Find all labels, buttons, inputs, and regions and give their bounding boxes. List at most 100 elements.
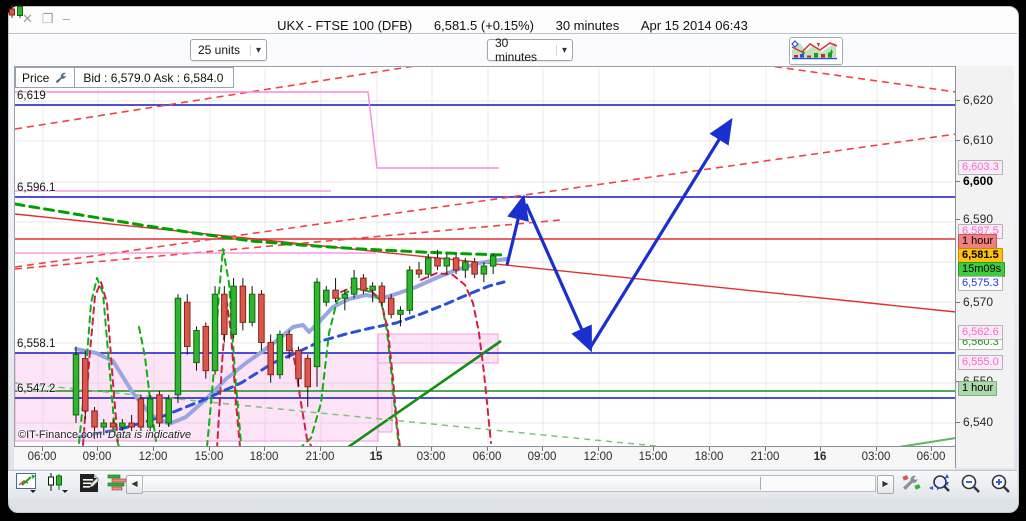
- candle-down: [128, 422, 135, 428]
- titlebar-separator: [8, 33, 1017, 34]
- candle-down: [183, 301, 191, 348]
- candle-down: [239, 285, 247, 323]
- chevron-down-icon: ▾: [249, 44, 266, 56]
- zoom-fit-icon: [929, 474, 950, 492]
- price-level-label: 6,547.2: [17, 383, 56, 395]
- last-price: 6,581.5 (+0.15%): [433, 18, 534, 33]
- zoom-in-icon: [991, 474, 1010, 493]
- axis-tick: [653, 447, 654, 451]
- candle-down: [267, 342, 274, 376]
- indicative-text: Data is indicative: [107, 429, 192, 441]
- time-axis-label: 06:00: [916, 451, 946, 463]
- candle-down: [91, 410, 98, 428]
- candle-down: [332, 289, 339, 299]
- scrollbar-track[interactable]: [142, 475, 876, 492]
- candle-down: [434, 257, 441, 267]
- axis-tick: [765, 447, 766, 451]
- price-badge: 6,603.3: [958, 160, 1003, 175]
- candle-up: [462, 261, 469, 271]
- scroll-right-button[interactable]: ▶: [877, 475, 894, 494]
- candle-up: [72, 354, 80, 416]
- chart-settings-button[interactable]: [900, 473, 924, 493]
- axis-tick: [487, 447, 488, 451]
- candle-up: [119, 422, 126, 428]
- price-badge: 6,562.6: [958, 325, 1003, 340]
- chart-settings-icon: [902, 475, 921, 490]
- copyright-note: ©IT-Finance.com Data is indicative: [18, 429, 191, 441]
- export-chart-button[interactable]: [16, 473, 40, 493]
- price-badge: 6,555.0: [958, 355, 1003, 370]
- axis-tick: [209, 447, 210, 451]
- oscillator-red: [420, 272, 492, 444]
- candle-up: [480, 265, 488, 275]
- axis-tick: [956, 422, 960, 423]
- scroll-left-icon: ◀: [131, 479, 138, 488]
- axis-tick: [97, 447, 98, 451]
- candle-up: [369, 285, 376, 291]
- axis-tick: [956, 181, 960, 182]
- chart-style-button[interactable]: [46, 473, 70, 493]
- zoom-in-button[interactable]: [988, 473, 1012, 493]
- title-group: UKX - FTSE 100 (DFB) 6,581.5 (+0.15%) 30…: [8, 5, 1017, 33]
- timeframe-dropdown-value: 30 minutes: [495, 36, 538, 64]
- axis-tick: [376, 447, 377, 451]
- trend-red-dashed-up2: [15, 219, 562, 270]
- candle-up: [397, 309, 404, 315]
- zoom-fit-button[interactable]: [928, 473, 952, 493]
- oscillator-red: [82, 281, 119, 446]
- axis-tick: [709, 447, 710, 451]
- minimize-icon[interactable]: –: [62, 11, 70, 26]
- candle-up: [146, 398, 154, 428]
- chart-plot-area[interactable]: [14, 66, 956, 447]
- price-button[interactable]: Price: [16, 68, 76, 87]
- green-diag-bottomright: [892, 437, 956, 447]
- candle-down: [285, 333, 293, 352]
- price-axis-label: 6,590: [963, 212, 994, 226]
- price-level-label: 6,596.1: [17, 182, 56, 194]
- candle-up: [248, 293, 256, 323]
- news-button[interactable]: [78, 473, 102, 493]
- axis-tick: [931, 447, 932, 451]
- candle-up: [323, 289, 330, 303]
- time-axis-label: 06:00: [27, 451, 57, 463]
- scroll-right-icon: ▶: [882, 479, 889, 488]
- candle-up: [341, 293, 349, 299]
- candle-down: [137, 398, 145, 428]
- scrollbar-thumb[interactable]: [144, 477, 761, 490]
- volume-profile-button[interactable]: [106, 473, 130, 493]
- zoom-out-button[interactable]: [958, 473, 982, 493]
- timeframe-dropdown[interactable]: 30 minutes ▾: [487, 36, 573, 64]
- axis-tick: [956, 302, 960, 303]
- candle-down: [221, 293, 228, 335]
- bid-ask-label: Bid : 6,579.0 Ask : 6,584.0: [83, 70, 224, 85]
- ma-periwinkle: [74, 257, 508, 426]
- datetime-label: Apr 15 2014 06:43: [640, 18, 748, 33]
- scroll-left-button[interactable]: ◀: [126, 475, 143, 494]
- title-bar: ✕ ❐ – UKX - FTSE 100 (DFB) 6,581.5 (+0.1…: [8, 5, 1017, 33]
- price-badge: 1 hour: [958, 234, 998, 249]
- price-button-label: Price: [22, 70, 50, 85]
- candle-down: [304, 358, 311, 388]
- oscillator-green: [138, 326, 157, 442]
- units-dropdown-value: 25 units: [198, 43, 241, 57]
- axis-tick: [542, 447, 543, 451]
- axis-tick: [320, 447, 321, 451]
- news-icon: [80, 474, 100, 492]
- volume-profile-icon: [107, 474, 127, 491]
- candle-down: [82, 358, 89, 412]
- time-axis-label: 16: [813, 451, 827, 463]
- candle-up: [425, 257, 432, 275]
- candle-down: [258, 293, 265, 343]
- copyright-text: ©IT-Finance.com: [18, 429, 102, 441]
- time-axis-label: 21:00: [305, 451, 335, 463]
- time-axis: 06:00 09:00 12:00 15:00 18:00 21:00 15 03:00 06:…: [14, 446, 955, 469]
- close-icon[interactable]: ✕: [22, 11, 33, 26]
- axis-tick: [264, 447, 265, 451]
- maximize-icon[interactable]: ❐: [41, 11, 54, 26]
- mini-chart-icon: [791, 39, 839, 61]
- axis-tick: [876, 447, 877, 451]
- indicators-button[interactable]: [789, 37, 843, 65]
- units-dropdown[interactable]: 25 units ▾: [190, 39, 267, 61]
- time-axis-label: 03:00: [861, 451, 891, 463]
- candle-up: [406, 269, 413, 311]
